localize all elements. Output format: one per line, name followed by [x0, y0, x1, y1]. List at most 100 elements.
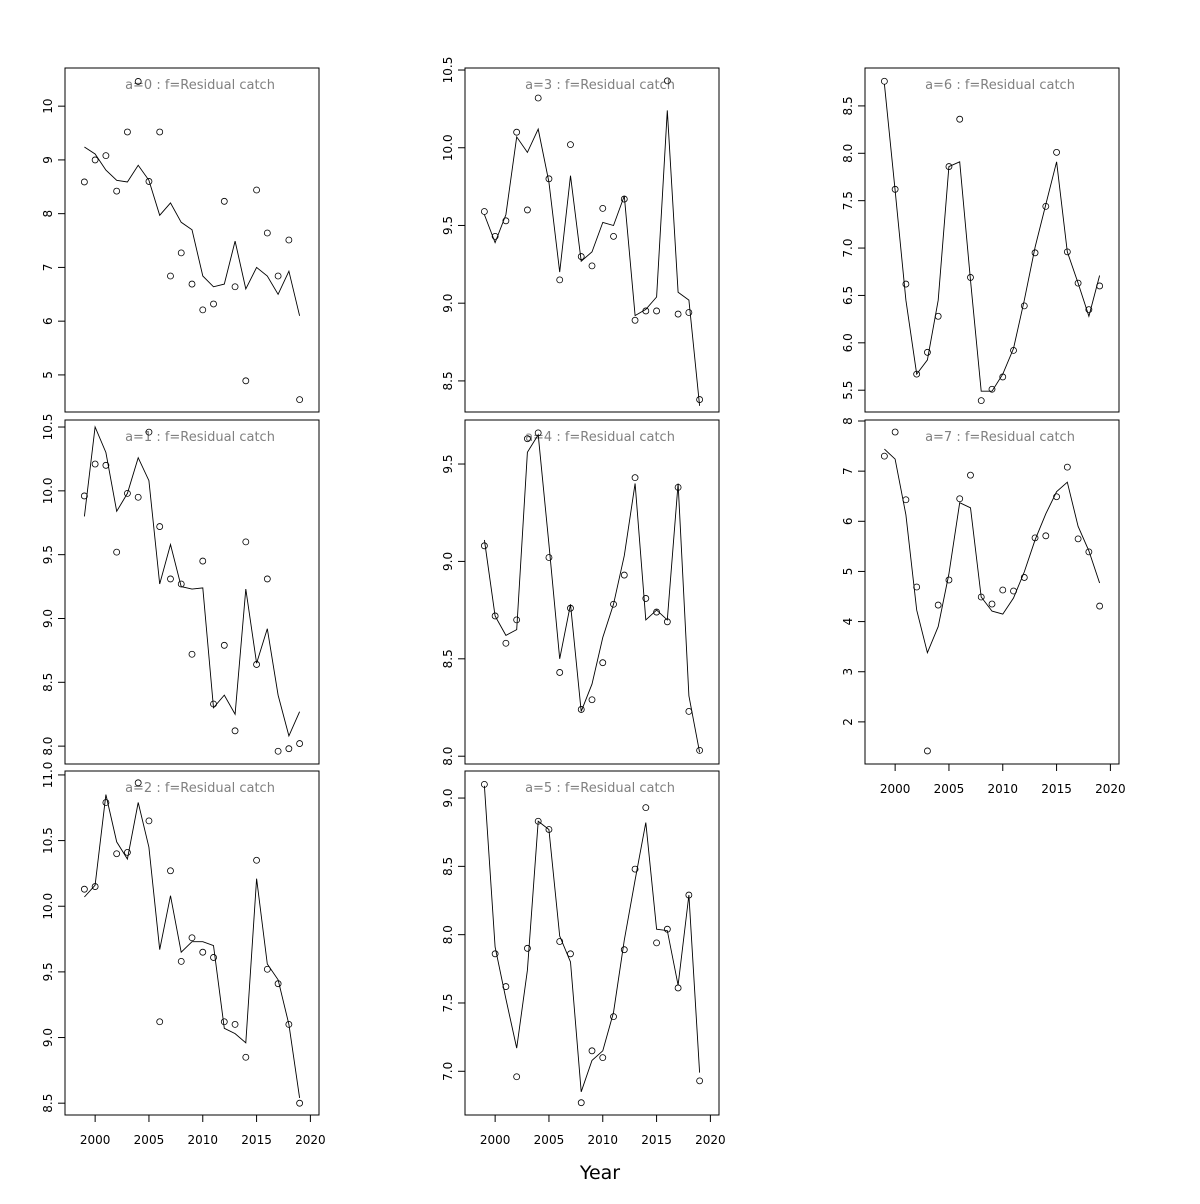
observed-point: [91, 883, 99, 890]
observed-point: [145, 428, 153, 436]
observed-point: [913, 370, 921, 378]
observed-point: [545, 175, 553, 183]
observed-point: [145, 178, 153, 185]
observed-point: [1020, 302, 1028, 310]
y-tick-label: 10.0: [41, 893, 55, 920]
y-tick-label: 6: [41, 317, 55, 325]
panel-title: a=7 : f=Residual catch: [925, 430, 1075, 445]
observed-point: [902, 280, 910, 288]
observed-point: [274, 747, 282, 755]
y-tick-label: 5.5: [841, 381, 855, 400]
observed-point: [545, 554, 553, 561]
y-tick-label: 10.5: [441, 57, 455, 84]
observed-point: [567, 604, 574, 612]
observed-point: [156, 128, 164, 136]
observed-point: [1074, 279, 1082, 287]
observed-point: [631, 865, 639, 873]
x-tick-label: 2020: [1095, 782, 1126, 796]
x-tick-label: 2015: [641, 1133, 672, 1147]
fitted-line: [83, 425, 301, 738]
y-tick-label: 2: [841, 718, 855, 726]
observed-point: [274, 272, 282, 280]
observed-point: [945, 576, 953, 584]
observed-point: [210, 954, 217, 961]
observed-point: [1074, 535, 1082, 543]
panel-a1: a=1 : f=Residual catch 8.0 8.5 9.0 9.5 10.0 10…: [41, 414, 320, 765]
y-tick-label: 9.0: [441, 789, 455, 808]
observed-point: [1031, 249, 1039, 257]
observed-point: [134, 493, 142, 501]
observed-point: [502, 217, 510, 225]
panel-title: a=0 : f=Residual catch: [125, 78, 275, 93]
observed-point: [956, 495, 964, 503]
panel-a6: a=6 : f=Residual catch 5.5 6.0 6.5 7.0 7.5 8.0…: [841, 67, 1120, 413]
observed-point: [956, 115, 964, 123]
observed-point: [1031, 534, 1039, 542]
observed-point: [513, 616, 521, 624]
observed-point: [631, 474, 639, 482]
observed-point: [1063, 248, 1071, 256]
observed-point: [113, 850, 121, 858]
observed-point: [534, 817, 542, 825]
panel-a0: a=0 : f=Residual catch 5 6 7 8 9 10: [41, 67, 320, 413]
observed-point: [1042, 532, 1050, 540]
observed-point: [999, 586, 1007, 594]
plot-frame: [64, 770, 320, 1116]
observed-point: [220, 641, 228, 649]
observed-point: [285, 1021, 293, 1028]
observed-point: [1053, 148, 1060, 156]
observed-point: [988, 385, 996, 393]
observed-point: [913, 583, 921, 591]
observed-point: [91, 156, 99, 164]
observed-point: [967, 471, 974, 479]
observed-point: [296, 396, 304, 404]
observed-point: [502, 639, 510, 647]
observed-point: [480, 208, 488, 215]
y-tick-label: 7.5: [841, 191, 855, 210]
observed-point: [220, 1018, 228, 1026]
observed-point: [134, 779, 142, 787]
observed-point: [556, 669, 564, 676]
x-tick-label: 2020: [695, 1133, 726, 1147]
observed-point: [631, 316, 639, 324]
observed-point: [534, 94, 542, 102]
x-tick-label: 2015: [1041, 782, 1072, 796]
panel-title: a=5 : f=Residual catch: [525, 781, 675, 796]
fitted-line: [483, 110, 701, 406]
y-tick-label: 8.0: [841, 144, 855, 163]
observed-point: [167, 575, 174, 583]
y-tick-label: 8.0: [41, 737, 55, 756]
y-tick-label: 10.0: [441, 134, 455, 161]
observed-point: [285, 745, 293, 753]
observed-point: [642, 307, 650, 315]
observed-point: [610, 600, 617, 608]
observed-point: [524, 435, 531, 443]
observed-point: [577, 253, 585, 260]
observed-point: [556, 938, 564, 945]
y-tick-label: 7.0: [441, 1062, 455, 1081]
observed-point: [663, 77, 671, 85]
observed-point: [663, 618, 671, 626]
plot-frame: [464, 67, 720, 413]
observed-point: [274, 980, 282, 988]
panel-title: a=1 : f=Residual catch: [125, 430, 275, 445]
x-tick-label: 2005: [534, 1133, 565, 1147]
fitted-line: [483, 785, 701, 1092]
y-tick-label: 10.5: [41, 414, 55, 441]
observed-point: [177, 957, 185, 965]
observed-point: [924, 348, 931, 356]
observed-point: [653, 307, 660, 315]
y-tick-label: 9.0: [41, 1028, 55, 1047]
y-tick-label: 9.5: [41, 545, 55, 564]
observed-point: [891, 185, 899, 193]
observed-point: [599, 204, 607, 212]
observed-point: [91, 460, 99, 468]
x-axis-label: Year: [579, 1162, 620, 1184]
observed-point: [199, 306, 207, 314]
observed-point: [599, 659, 607, 667]
y-tick-label: 10.5: [41, 827, 55, 854]
observed-point: [556, 276, 564, 284]
observed-point: [285, 236, 293, 244]
observed-point: [80, 492, 88, 500]
